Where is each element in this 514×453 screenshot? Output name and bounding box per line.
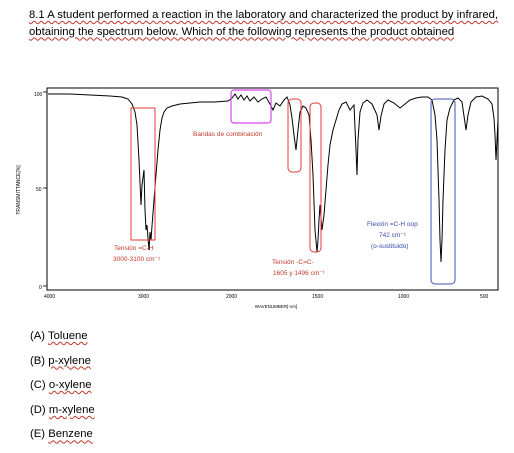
option-e-text: Benzene xyxy=(48,428,93,441)
option-e[interactable]: (E) Benzene xyxy=(30,426,95,451)
option-b-text: p-xylene xyxy=(48,354,91,367)
combination-bands-label: Bandas de combinación xyxy=(193,131,263,138)
ch-stretch-range: 3000-3100 cm⁻¹ xyxy=(113,256,161,263)
question-prompt: 8.1 A student performed a reaction in th… xyxy=(29,7,499,40)
y-axis-label: TRANSMITTANCE[%] xyxy=(16,165,22,215)
option-c[interactable]: (C) o-xylene xyxy=(30,377,95,402)
cc-stretch-range: 1605 y 1496 cm⁻¹ xyxy=(273,270,326,277)
option-d-label: (D) xyxy=(30,403,46,416)
combination-bands-box xyxy=(230,89,272,124)
ch-stretch-box xyxy=(130,107,156,241)
ch-stretch-title: Tensión =C-H xyxy=(114,245,154,252)
y-tick-0: 0 xyxy=(39,285,42,291)
plot-frame xyxy=(46,87,499,291)
y-tick-50: 50 xyxy=(36,187,42,193)
spectrum-trace xyxy=(48,93,499,263)
option-c-label: (C) xyxy=(30,379,46,392)
y-tick-100: 100 xyxy=(34,92,43,98)
x-tick-4000: 4000 xyxy=(44,294,55,300)
question-text: 8.1 A student performed a reaction in th… xyxy=(29,9,499,38)
x-axis-label: WAVENUMBER[-cm] xyxy=(255,304,297,309)
x-tick-3000: 3000 xyxy=(138,294,149,300)
option-c-text: o-xylene xyxy=(48,379,92,392)
option-d-text: m-xylene xyxy=(48,403,95,416)
oop-bend-box xyxy=(430,98,456,285)
oop-bend-value: 742 cm⁻¹ xyxy=(379,232,407,239)
option-a-label: (A) xyxy=(30,330,46,342)
x-tick-2000: 2000 xyxy=(226,294,237,300)
x-tick-1500: 1500 xyxy=(312,294,323,300)
option-a[interactable]: (A) Toluene xyxy=(30,328,95,353)
x-tick-500: 500 xyxy=(480,294,489,300)
oop-bend-title: Flexión =C-H oop xyxy=(367,221,418,228)
option-b-label: (B) xyxy=(30,354,46,367)
cc-stretch-box-2 xyxy=(309,102,322,253)
option-e-label: (E) xyxy=(30,428,46,441)
option-b[interactable]: (B) p-xylene xyxy=(30,353,95,378)
oop-bend-note: (o-sustituido) xyxy=(371,243,409,250)
cc-stretch-title: Tensión -C=C- xyxy=(272,259,314,266)
cc-stretch-box-1 xyxy=(287,98,302,173)
axis-ticks xyxy=(43,91,47,287)
x-tick-1000: 1000 xyxy=(398,294,409,300)
option-a-text: Toluene xyxy=(48,330,88,342)
ir-spectrum-figure: 100 50 0 TRANSMITTANCE[%] 4000 3000 2000… xyxy=(16,87,499,309)
answer-options: (A) Toluene (B) p-xylene (C) o-xylene (D… xyxy=(30,328,95,451)
option-d[interactable]: (D) m-xylene xyxy=(30,402,95,427)
